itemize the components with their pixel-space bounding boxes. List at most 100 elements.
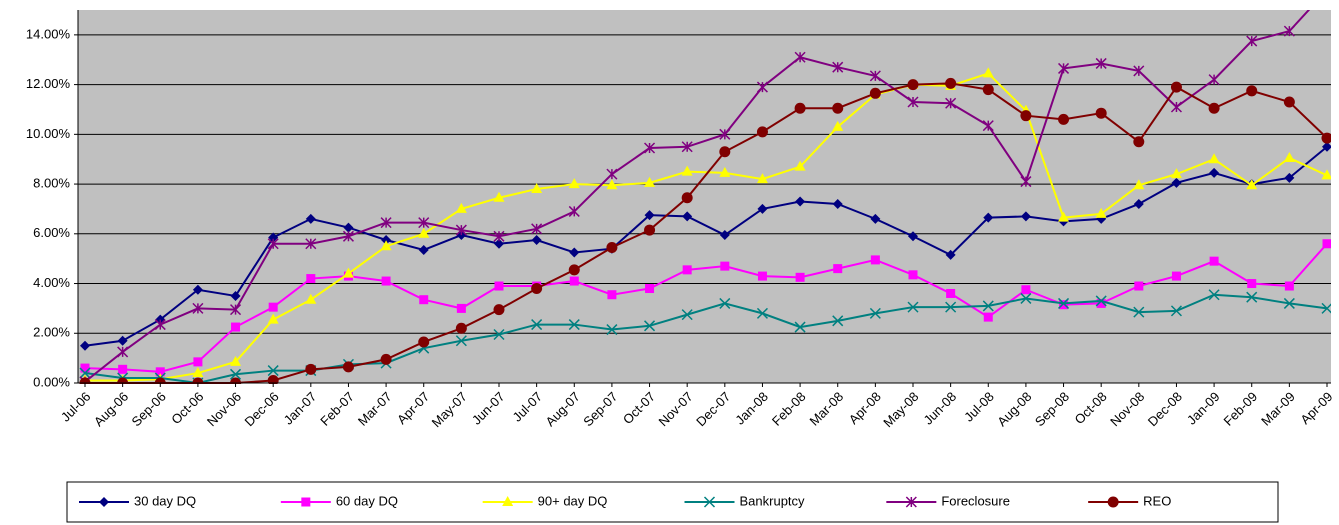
marker	[1246, 85, 1258, 97]
marker	[719, 166, 731, 177]
marker	[1058, 62, 1070, 74]
marker	[681, 141, 693, 153]
x-tick-label: Sep-08	[1032, 389, 1072, 429]
marker	[945, 249, 956, 260]
marker	[869, 70, 881, 82]
marker	[1095, 295, 1107, 307]
marker	[719, 230, 730, 241]
series-line	[84, 293, 1328, 384]
x-tick-label: Mar-08	[807, 389, 847, 429]
marker	[1095, 107, 1107, 119]
legend-label: Foreclosure	[941, 493, 1010, 508]
marker	[267, 313, 279, 324]
marker	[1170, 305, 1182, 317]
x-tick-label: Oct-06	[168, 389, 206, 427]
marker	[230, 290, 241, 301]
x-tick-label: Jan-09	[1184, 389, 1223, 428]
legend	[66, 481, 1279, 523]
marker	[606, 324, 618, 336]
x-tick-label: Feb-09	[1221, 389, 1261, 429]
marker	[644, 320, 656, 332]
marker	[908, 270, 918, 280]
marker	[645, 284, 655, 294]
marker	[494, 238, 504, 249]
marker	[720, 261, 730, 271]
marker	[192, 302, 204, 314]
marker	[192, 377, 204, 384]
marker	[268, 302, 278, 312]
marker	[267, 365, 279, 377]
marker	[1021, 285, 1031, 295]
marker	[795, 272, 805, 282]
marker	[1321, 302, 1331, 314]
x-tick-label: Dec-06	[241, 389, 281, 429]
legend-label: 90+ day DQ	[538, 493, 608, 508]
marker	[531, 319, 543, 331]
marker	[794, 160, 806, 171]
marker	[154, 377, 166, 384]
y-tick-label: 8.00%	[33, 176, 70, 191]
series-line	[85, 82, 1328, 384]
marker	[1020, 110, 1032, 122]
marker	[757, 203, 768, 214]
plot-area	[78, 10, 1331, 383]
marker	[1283, 25, 1295, 37]
x-tick-label: Mar-07	[355, 389, 395, 429]
marker	[569, 247, 580, 258]
marker	[1170, 101, 1182, 113]
marker	[301, 497, 311, 507]
marker	[907, 301, 919, 313]
x-tick-label: Aug-08	[994, 389, 1034, 429]
marker	[230, 368, 242, 380]
marker	[681, 192, 693, 204]
marker	[606, 179, 618, 190]
marker	[1133, 306, 1145, 318]
marker	[1133, 179, 1145, 190]
marker	[531, 235, 542, 246]
marker	[1133, 198, 1144, 209]
marker	[1059, 300, 1069, 310]
x-tick-label: Jun-08	[920, 389, 959, 428]
marker	[1283, 96, 1295, 108]
marker	[267, 375, 279, 384]
marker	[832, 102, 844, 114]
series-line	[84, 10, 1311, 383]
marker	[1170, 81, 1182, 93]
x-tick-label: Jul-06	[58, 389, 94, 425]
marker	[832, 120, 844, 131]
x-tick-label: Jan-08	[732, 389, 771, 428]
y-tick-label: 14.00%	[26, 26, 71, 41]
series-line	[84, 243, 1328, 373]
marker	[79, 377, 91, 384]
marker	[1209, 256, 1219, 266]
marker	[568, 178, 580, 189]
marker	[1246, 35, 1258, 47]
marker	[945, 77, 957, 89]
marker	[869, 307, 881, 319]
x-tick-label: Apr-07	[394, 389, 432, 427]
marker	[80, 340, 90, 351]
marker	[832, 61, 844, 73]
marker	[1107, 496, 1119, 508]
marker	[381, 235, 392, 246]
marker	[756, 81, 768, 93]
x-tick-label: Dec-07	[693, 389, 733, 429]
marker	[833, 264, 843, 274]
marker	[905, 496, 917, 508]
marker	[493, 230, 505, 242]
marker	[494, 281, 504, 291]
marker	[757, 271, 767, 281]
marker	[1208, 102, 1220, 114]
marker	[719, 128, 731, 140]
marker	[117, 377, 129, 384]
marker	[644, 142, 656, 154]
marker	[305, 213, 316, 224]
marker	[644, 176, 656, 187]
x-tick-label: Sep-07	[580, 389, 620, 429]
marker	[794, 51, 806, 63]
x-tick-label: Jul-07	[510, 389, 546, 425]
marker	[305, 363, 317, 375]
marker	[1209, 167, 1220, 178]
legend-label: Bankruptcy	[740, 493, 806, 508]
marker	[455, 224, 467, 236]
